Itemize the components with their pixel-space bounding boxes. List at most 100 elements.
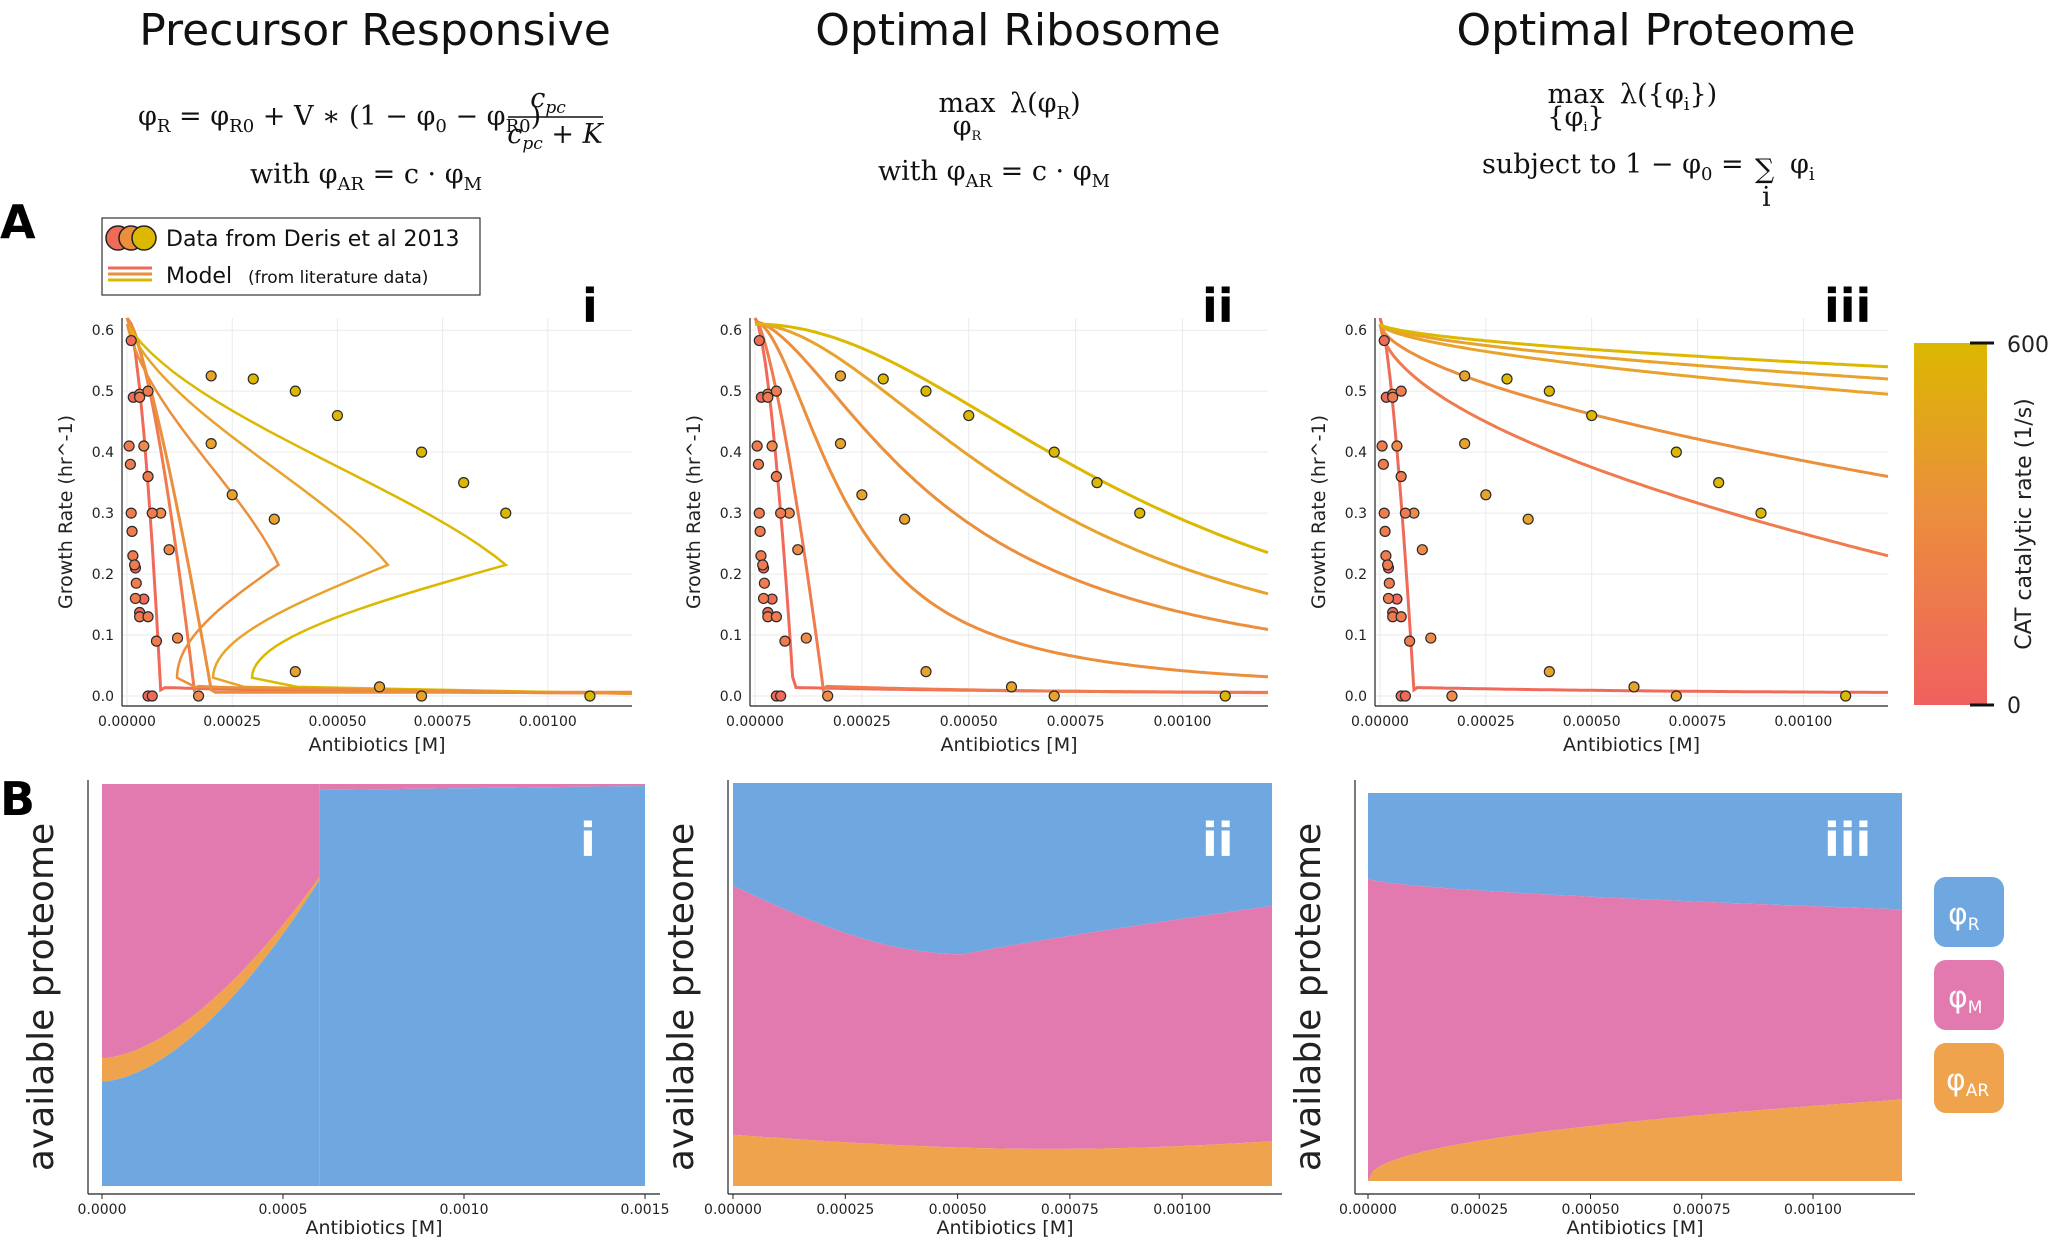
data-point xyxy=(1382,592,1395,605)
y-tick-label: 0.3 xyxy=(1345,506,1367,522)
data-point xyxy=(757,559,769,571)
model-curve xyxy=(125,323,633,695)
title-optimal-ribosome: Optimal Ribosome xyxy=(815,5,1221,56)
x-tick-label: 0.00025 xyxy=(816,1202,874,1218)
title-optimal-proteome: Optimal Proteome xyxy=(1456,5,1855,56)
y-tick-label: 0.5 xyxy=(92,384,114,400)
data-point xyxy=(1383,577,1395,589)
x-tick-label: 0.00100 xyxy=(1153,1202,1211,1218)
data-point xyxy=(125,507,137,519)
phi-ar-area xyxy=(1368,1099,1902,1181)
model-curve xyxy=(754,322,1269,596)
data-point xyxy=(129,592,142,605)
x-tick-label: 0.00075 xyxy=(414,714,472,730)
data-point xyxy=(779,635,791,647)
data-point xyxy=(146,507,158,519)
data-point xyxy=(123,440,135,452)
data-point xyxy=(762,391,774,403)
data-point xyxy=(1840,690,1852,702)
proteome-plot-iii: 0.00000 0.00025 0.00050 0.00075 0.00100 Antib… xyxy=(1288,780,1915,1239)
panel-a-i-label: i xyxy=(582,279,598,333)
data-point xyxy=(1543,385,1555,397)
proteome-plot-ii: 0.00000 0.00025 0.00050 0.00075 0.00100 Antib… xyxy=(661,780,1282,1239)
data-point xyxy=(1379,525,1391,537)
equation-precursor: φR = φR0 + V ∗ (1 − φ0 − φR0) cpc cpc + … xyxy=(138,83,605,195)
data-point xyxy=(205,370,217,382)
x-tick-label: 0.00075 xyxy=(1041,1202,1099,1218)
x-tick-label: 0.0010 xyxy=(440,1202,489,1218)
y-tick-label: 0.1 xyxy=(92,628,114,644)
panel-b-ii-label: ii xyxy=(1202,813,1234,867)
title-precursor-responsive: Precursor Responsive xyxy=(139,5,611,56)
y-axis-label: available proteome xyxy=(1288,823,1329,1171)
data-point xyxy=(770,385,782,397)
growth-plot-i: 0.0 0.1 0.2 0.3 0.4 0.5 0.6 0.00000 0.00025 0.000… xyxy=(55,317,633,756)
model-curve xyxy=(125,323,633,695)
data-point xyxy=(752,458,765,470)
x-tick-label: 0.00050 xyxy=(308,714,366,730)
data-point xyxy=(500,507,512,519)
model-curve xyxy=(1379,322,1889,369)
x-axis-label: Antibiotics [M] xyxy=(940,734,1077,756)
x-tick-label: 0.00075 xyxy=(1047,714,1105,730)
data-point xyxy=(1501,373,1513,385)
x-tick-label: 0.0015 xyxy=(621,1202,670,1218)
model-curve xyxy=(754,320,1269,679)
x-tick-label: 0.00025 xyxy=(203,714,261,730)
legend-data-label: Data from Deris et al 2013 xyxy=(166,227,460,252)
x-tick-label: 0.00075 xyxy=(1669,714,1727,730)
x-tick-label: 0.00000 xyxy=(726,714,784,730)
data-point xyxy=(1416,544,1428,556)
data-point xyxy=(770,470,782,483)
data-point xyxy=(331,409,344,422)
equation-optimal-proteome: max {φi} λ({φi}) subject to 1 − φ0 = ∑ i… xyxy=(1482,79,1815,213)
svg-text:max: max xyxy=(939,88,996,119)
x-tick-label: 0.00100 xyxy=(1154,714,1212,730)
data-point xyxy=(1586,409,1598,422)
colorbar-title: CAT catalytic rate (1/s) xyxy=(2012,398,2037,650)
data-point xyxy=(1446,690,1458,702)
svg-text:λ(φR): λ(φR) xyxy=(1010,88,1081,124)
data-point xyxy=(1399,507,1412,519)
data-point xyxy=(1670,446,1682,458)
colorbar: 600 0 CAT catalytic rate (1/s) xyxy=(1914,333,2049,719)
data-point xyxy=(1134,507,1146,519)
data-point xyxy=(1480,489,1492,501)
data-point xyxy=(1380,550,1392,562)
data-point xyxy=(757,592,770,605)
legend-marker-yellow xyxy=(131,225,157,251)
data-point xyxy=(373,681,386,693)
panel-b-i-label: i xyxy=(580,813,596,867)
phi-ar-area xyxy=(102,877,320,1082)
y-axis-label: available proteome xyxy=(21,823,62,1171)
panel-a-iii-label: iii xyxy=(1824,279,1871,333)
data-point xyxy=(1378,507,1390,519)
y-tick-label: 0.2 xyxy=(92,567,114,583)
x-axis-label: Antibiotics [M] xyxy=(936,1217,1073,1239)
x-axis-label: Antibiotics [M] xyxy=(1563,734,1700,756)
model-curve xyxy=(1379,322,1889,381)
legend-model-label: Model xyxy=(166,264,232,289)
data-point xyxy=(1404,635,1416,647)
data-point xyxy=(458,477,470,489)
data-point xyxy=(856,489,868,501)
data-point xyxy=(171,632,184,644)
phi-r-area xyxy=(1368,793,1902,910)
data-point xyxy=(134,391,146,403)
data-point xyxy=(192,690,205,702)
phi-ar-swatch xyxy=(1934,1043,2004,1113)
data-point xyxy=(163,544,175,556)
data-point xyxy=(1522,513,1534,525)
data-point xyxy=(130,577,142,589)
data-point xyxy=(1399,690,1412,702)
x-tick-label: 0.0005 xyxy=(259,1202,308,1218)
data-point xyxy=(753,507,765,519)
panel-letter-b: B xyxy=(0,772,35,826)
data-point xyxy=(1387,391,1399,403)
data-point xyxy=(758,577,771,589)
data-point xyxy=(766,440,778,452)
phi-r-swatch xyxy=(1934,877,2004,947)
data-point xyxy=(226,489,238,501)
data-point xyxy=(1382,559,1394,571)
phi-m-area xyxy=(733,885,1272,1149)
